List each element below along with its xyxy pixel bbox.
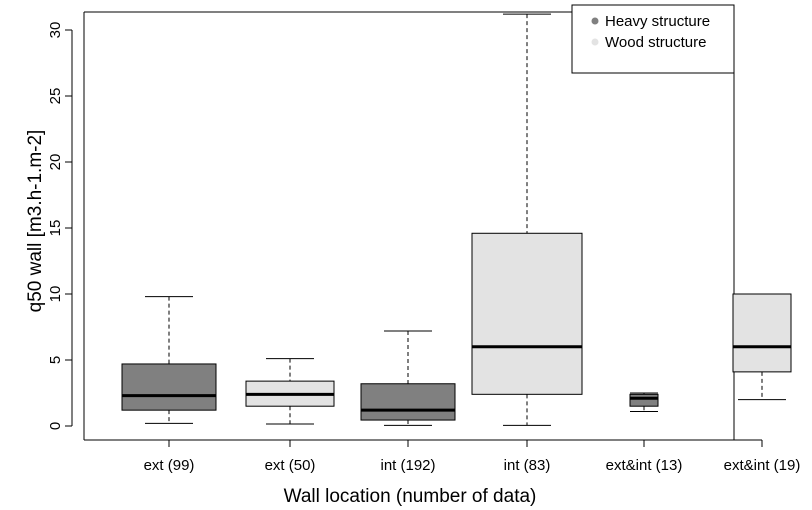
box-2 <box>246 359 334 424</box>
x-tick-label: ext (50) <box>265 457 316 474</box>
x-tick-label: ext&int (19) <box>724 457 801 474</box>
box-body <box>361 384 455 420</box>
box-1 <box>122 297 216 424</box>
y-tick-label: 15 <box>47 220 64 237</box>
y-tick-label: 25 <box>47 88 64 105</box>
y-tick-label: 10 <box>47 286 64 303</box>
box-5 <box>630 393 658 411</box>
y-tick-label: 20 <box>47 154 64 171</box>
legend: Heavy structure Wood structure <box>572 5 734 73</box>
box-4 <box>472 14 582 425</box>
box-body <box>472 233 582 394</box>
x-tick-label: int (83) <box>504 457 551 474</box>
legend-entry-label: Heavy structure <box>605 13 710 30</box>
y-tick-label: 0 <box>47 422 64 430</box>
x-axis-title: Wall location (number of data) <box>284 486 537 507</box>
legend-marker <box>592 18 599 25</box>
y-tick-label: 5 <box>47 356 64 364</box>
legend-marker <box>592 39 599 46</box>
legend-entry-label: Wood structure <box>605 34 706 51</box>
box-body <box>122 364 216 410</box>
x-tick-label: int (192) <box>380 457 435 474</box>
y-axis-title: q50 wall [m3.h-1.m-2] <box>25 130 46 313</box>
box-body <box>630 394 658 406</box>
box-6 <box>733 294 791 400</box>
x-tick-label: ext (99) <box>144 457 195 474</box>
x-tick-label: ext&int (13) <box>606 457 683 474</box>
box-body <box>733 294 791 372</box>
y-tick-label: 30 <box>47 22 64 39</box>
box-3 <box>361 331 455 425</box>
